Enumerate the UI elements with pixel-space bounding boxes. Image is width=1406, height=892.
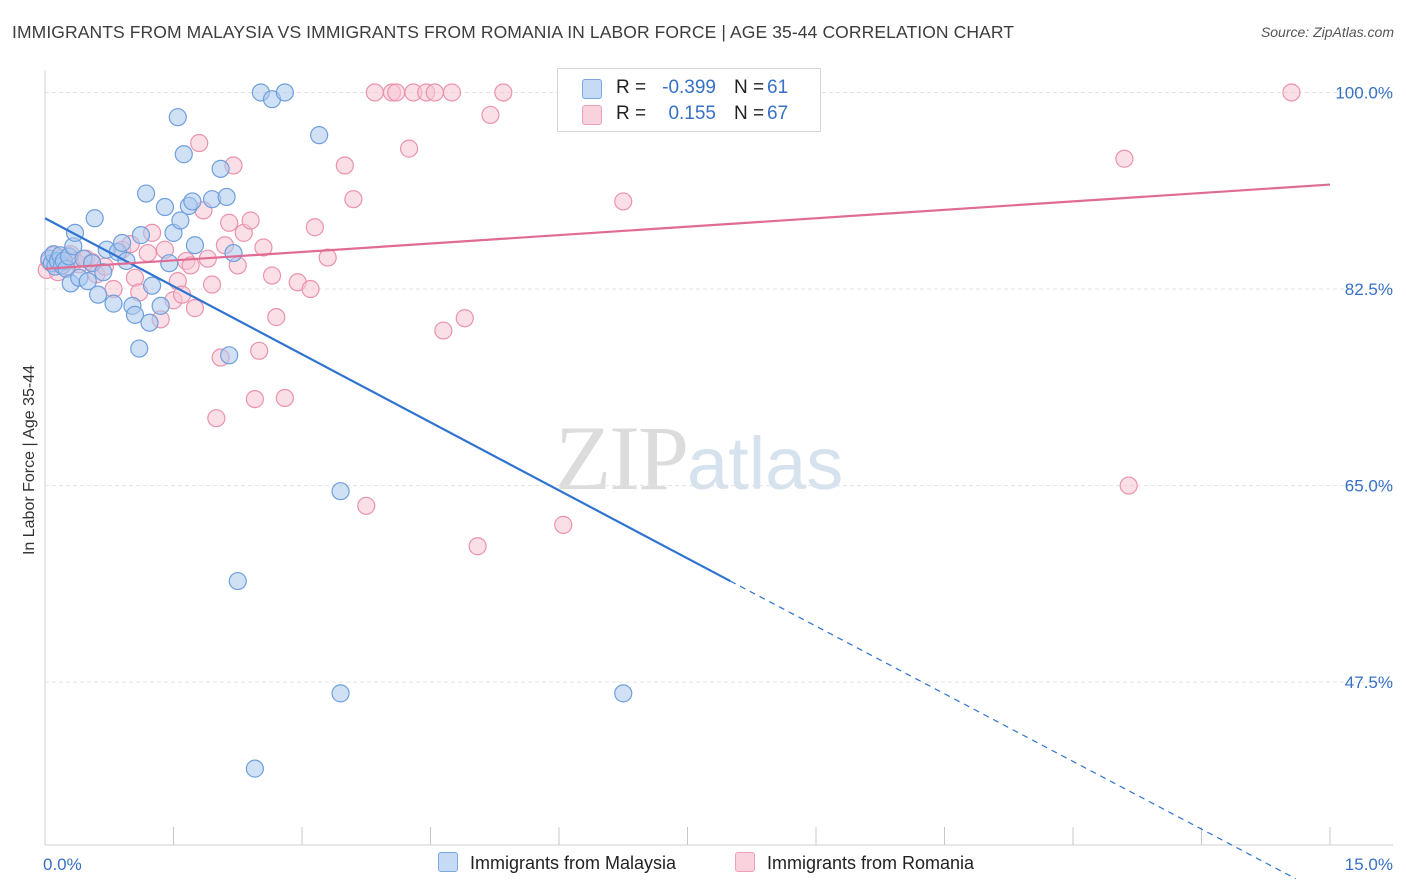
x-tick-label: 15.0% — [1345, 855, 1393, 874]
x-tick-label: 0.0% — [43, 855, 82, 874]
romania-point — [254, 238, 273, 257]
malaysia-point — [183, 192, 202, 211]
malaysia-point — [104, 294, 123, 313]
malaysia-point — [151, 296, 170, 315]
romania-point — [399, 139, 419, 158]
bottom-legend-malaysia: Immigrants from Malaysia — [438, 852, 676, 874]
malaysia-point — [140, 313, 159, 332]
malaysia-point — [211, 159, 230, 178]
romania-point — [357, 496, 376, 515]
romania-point — [318, 248, 337, 267]
romania-point — [220, 213, 239, 232]
malaysia-point — [171, 211, 190, 230]
romania-point — [301, 279, 320, 299]
legend-malaysia-n: 61 — [767, 77, 789, 98]
malaysia-point — [131, 226, 151, 245]
legend-r-label: R = — [616, 77, 647, 98]
malaysia-point — [125, 305, 145, 324]
legend-r-label: R = — [616, 103, 647, 124]
malaysia-point — [136, 184, 156, 203]
malaysia-point — [228, 571, 247, 591]
romania-point — [250, 341, 269, 360]
malaysia-point — [85, 209, 104, 228]
romania-point — [202, 275, 222, 294]
malaysia-point — [185, 236, 205, 255]
romania-legend-label: Immigrants from Romania — [767, 853, 975, 873]
romania-point — [305, 218, 324, 237]
malaysia-point — [224, 243, 243, 263]
malaysia-legend-label: Immigrants from Malaysia — [470, 853, 677, 873]
y-tick-label: 100.0% — [1335, 83, 1393, 102]
romania-point — [245, 389, 264, 409]
romania-point — [554, 515, 573, 534]
malaysia-point — [168, 108, 187, 127]
malaysia-point — [174, 145, 193, 164]
watermark-zip: ZIP — [555, 407, 689, 509]
malaysia-point — [160, 254, 179, 273]
romania-point — [267, 308, 286, 327]
y-tick-label: 47.5% — [1345, 673, 1393, 692]
romania-point — [365, 83, 384, 102]
romania-point — [335, 156, 354, 175]
malaysia-point — [89, 285, 108, 304]
malaysia-point — [112, 233, 132, 253]
romania-point — [138, 243, 157, 263]
romania-swatch — [582, 105, 602, 125]
malaysia-point — [220, 346, 239, 365]
malaysia-point — [310, 126, 329, 145]
malaysia-point — [245, 759, 264, 778]
romania-point — [442, 83, 462, 102]
malaysia-point — [217, 187, 236, 207]
malaysia-point — [331, 684, 350, 703]
watermark-atlas: atlas — [687, 422, 844, 505]
malaysia-swatch — [582, 79, 602, 99]
chart-title: IMMIGRANTS FROM MALAYSIA VS IMMIGRANTS F… — [12, 22, 1015, 42]
malaysia-point — [78, 272, 97, 291]
legend-n-label: N = — [734, 77, 765, 98]
malaysia-point — [65, 223, 85, 242]
legend-romania-r: 0.155 — [668, 103, 716, 124]
malaysia-trend-line — [44, 217, 731, 583]
romania-trend-line — [44, 183, 1331, 270]
romania-point — [185, 299, 205, 318]
romania-point — [190, 133, 209, 153]
romania-point — [181, 256, 200, 275]
malaysia-legend-swatch — [438, 852, 458, 872]
malaysia-point — [614, 684, 633, 703]
romania-point — [494, 83, 513, 102]
legend-romania-n: 67 — [767, 103, 789, 124]
romania-point — [481, 105, 500, 125]
watermark: ZIPatlas — [555, 405, 843, 511]
source-label: Source: ZipAtlas.com — [1260, 24, 1394, 40]
legend-n-label: N = — [734, 103, 765, 124]
romania-point — [275, 388, 294, 408]
malaysia-point — [94, 263, 113, 282]
romania-point — [455, 309, 474, 328]
correlation-legend: R = -0.399 N = 61 R = 0.155 N = 67 — [557, 68, 821, 132]
romania-point — [614, 192, 633, 211]
romania-point — [207, 409, 226, 428]
romania-point — [1115, 149, 1134, 168]
malaysia-point — [275, 83, 294, 102]
romania-point — [434, 321, 453, 340]
malaysia-point — [155, 197, 175, 217]
romania-point — [1282, 83, 1301, 102]
romania-point — [344, 190, 363, 209]
malaysia-trend-extension — [730, 580, 1297, 880]
romania-point — [1119, 476, 1138, 495]
y-tick-label: 82.5% — [1345, 280, 1393, 299]
malaysia-point — [130, 339, 149, 358]
romania-point — [425, 83, 444, 102]
bottom-legend-romania: Immigrants from Romania — [735, 852, 974, 874]
legend-malaysia-r: -0.399 — [662, 77, 716, 98]
romania-legend-swatch — [735, 852, 755, 872]
romania-point — [262, 266, 282, 285]
y-tick-label: 65.0% — [1345, 477, 1393, 496]
malaysia-point — [331, 482, 350, 501]
romania-point — [468, 537, 487, 556]
romania-point — [241, 211, 260, 230]
romania-point — [387, 83, 406, 102]
malaysia-point — [142, 276, 162, 295]
